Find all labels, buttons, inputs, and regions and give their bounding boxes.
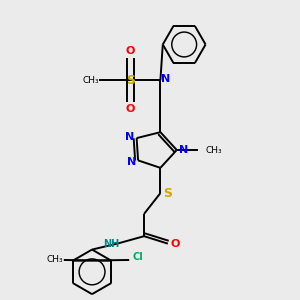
Text: N: N [179, 145, 188, 155]
Text: O: O [126, 104, 135, 114]
Text: O: O [171, 238, 180, 249]
Text: CH₃: CH₃ [206, 146, 223, 154]
Text: CH₃: CH₃ [46, 256, 63, 265]
Text: NH: NH [103, 238, 119, 249]
Text: Cl: Cl [132, 252, 143, 262]
Text: O: O [126, 46, 135, 56]
Text: S: S [163, 187, 172, 200]
Text: N: N [127, 157, 136, 167]
Text: N: N [125, 132, 135, 142]
Text: N: N [161, 74, 170, 84]
Text: S: S [126, 74, 135, 87]
Text: CH₃: CH₃ [82, 76, 99, 85]
